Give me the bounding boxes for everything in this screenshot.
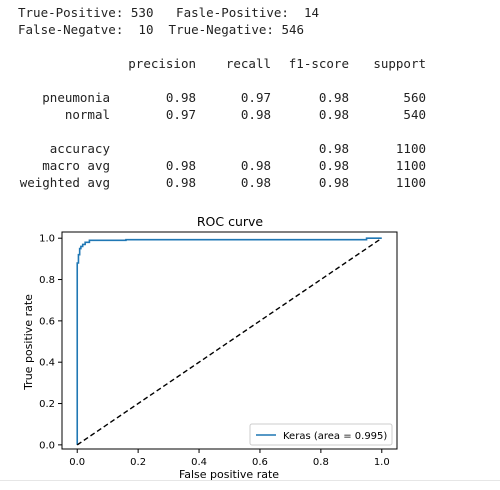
x-tick-label: 1.0 [374,457,390,468]
row-weighted-precision: 0.98 [165,175,196,190]
row-label-pneumonia: pneumonia [42,90,110,105]
row-label-macro-avg: macro avg [42,158,110,173]
row-normal-f1: 0.98 [318,107,349,122]
row-pneumonia-f1: 0.98 [318,90,349,105]
row-macro-recall: 0.98 [240,158,271,173]
x-axis-label: False positive rate [179,468,279,481]
row-pneumonia-support: 560 [403,90,426,105]
row-pneumonia-precision: 0.98 [165,90,196,105]
chance-diagonal-line [76,237,383,446]
fn-value: 10 [138,22,154,37]
axis-ticks: 0.0 0.2 0.4 0.6 0.8 1.0 0.0 0.2 0.4 0.6 0.8 1.0 [39,234,390,468]
report-header-f1: f1-score [288,56,349,71]
row-normal-support: 540 [403,107,426,122]
row-label-weighted-avg: weighted avg [19,175,110,190]
tn-value: 546 [281,22,305,37]
report-header-recall: recall [225,56,271,71]
row-label-accuracy: accuracy [49,141,110,156]
tn-label: True-Negative: [168,22,274,37]
fp-value: 14 [304,5,320,20]
bottom-divider [0,480,500,481]
y-axis-label: True positive rate [22,294,35,391]
report-header-support: support [373,56,426,71]
stats-line-1: True-Positive: 530 Fasle-Positive: 14 [18,5,319,20]
row-macro-f1: 0.98 [318,158,349,173]
row-weighted-f1: 0.98 [318,175,349,190]
legend: Keras (area = 0.995) [249,423,393,446]
roc-chart: ROC curve 0.0 0.2 0.4 0.6 0.8 1.0 0.0 0.2 0.4 0.6… [22,214,398,481]
roc-curve-line [76,237,382,445]
tp-label: True-Positive: [18,5,124,20]
y-tick-label: 0.6 [39,316,55,327]
x-tick-label: 0.2 [130,457,146,468]
chart-title: ROC curve [197,214,264,229]
y-tick-label: 0.8 [39,275,55,286]
row-accuracy-f1: 0.98 [318,141,349,156]
fn-label: False-Negatve: [18,22,124,37]
row-accuracy-support: 1100 [395,141,426,156]
y-tick-label: 1.0 [39,234,55,245]
row-normal-recall: 0.98 [240,107,271,122]
x-tick-label: 0.0 [69,457,85,468]
stats-line-2: False-Negatve: 10 True-Negative: 546 [18,22,304,37]
y-tick-label: 0.0 [39,440,55,451]
tp-value: 530 [130,5,154,20]
row-pneumonia-recall: 0.97 [240,90,271,105]
x-tick-label: 0.8 [313,457,329,468]
legend-label: Keras (area = 0.995) [283,431,387,442]
x-tick-label: 0.6 [252,457,268,468]
y-tick-label: 0.4 [39,358,55,369]
y-tick-label: 0.2 [39,399,55,410]
row-weighted-recall: 0.98 [240,175,271,190]
row-macro-support: 1100 [395,158,426,173]
fp-label: Fasle-Positive: [176,5,289,20]
legend-box [249,423,393,446]
row-weighted-support: 1100 [395,175,426,190]
report-header-precision: precision [128,56,196,71]
series-group [76,237,383,446]
row-macro-precision: 0.98 [165,158,196,173]
plot-frame [61,231,398,450]
x-tick-label: 0.4 [191,457,207,468]
row-label-normal: normal [64,107,110,122]
row-normal-precision: 0.97 [165,107,196,122]
